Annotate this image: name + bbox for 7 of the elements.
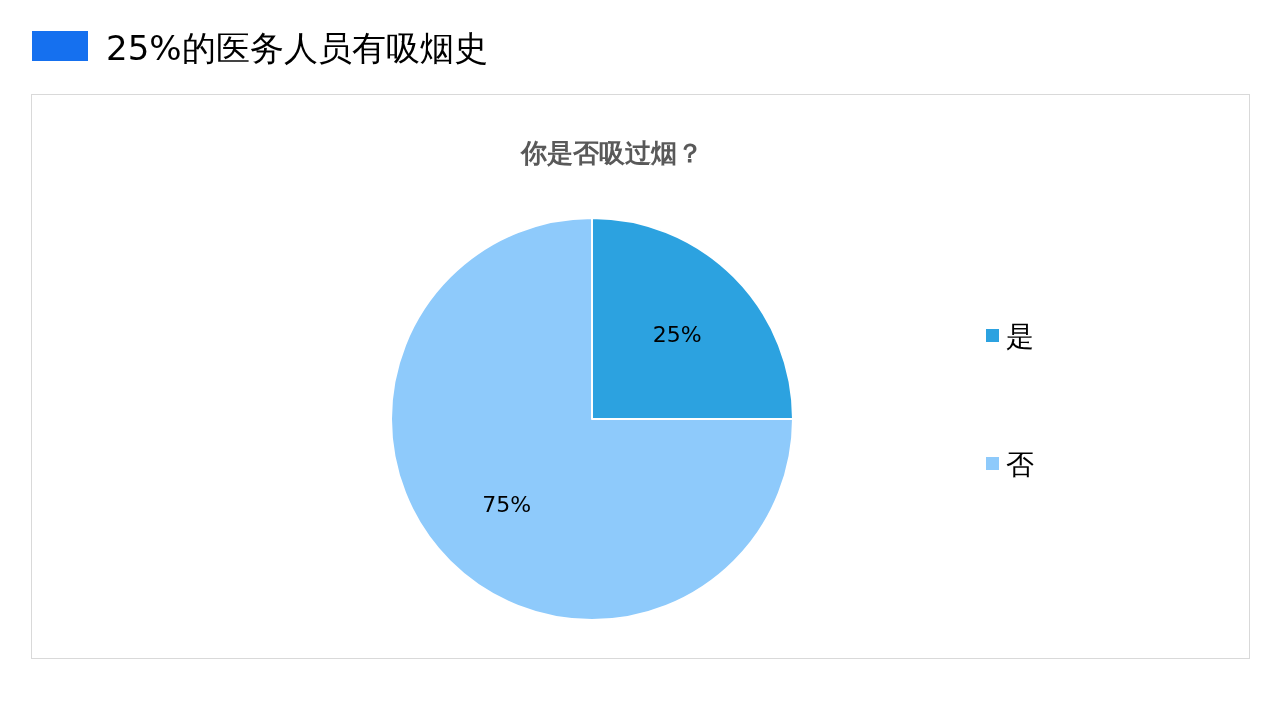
data-label: 25% bbox=[652, 321, 702, 347]
legend-label: 否 bbox=[1006, 448, 1034, 481]
pie-slice bbox=[390, 217, 794, 621]
data-label: 75% bbox=[482, 492, 532, 518]
chart-subtitle: 你是否吸过烟？ bbox=[520, 138, 703, 168]
legend-label: 是 bbox=[1006, 320, 1034, 353]
chart-title: 25%的医务人员有吸烟史 bbox=[106, 28, 488, 68]
